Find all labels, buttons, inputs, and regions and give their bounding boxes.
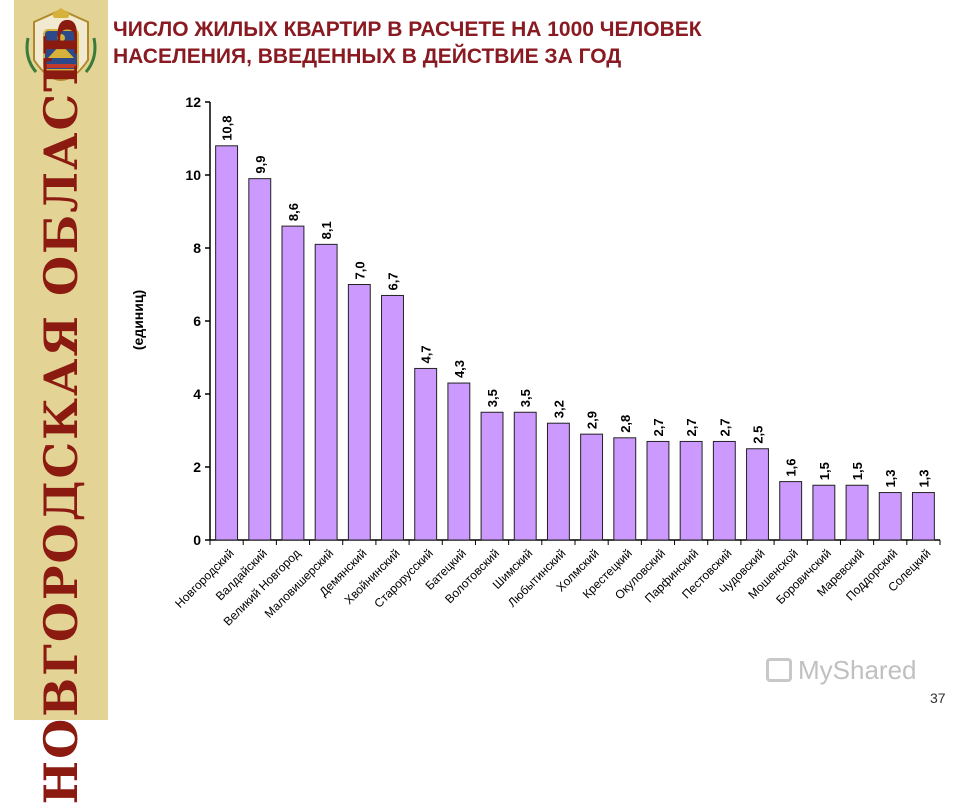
bar-value-label: 4,7 bbox=[419, 345, 434, 363]
watermark-logo-icon bbox=[766, 658, 792, 682]
bar-value-label: 3,5 bbox=[518, 389, 533, 407]
y-tick-label: 4 bbox=[193, 386, 201, 402]
value-labels: 10,8 9,9 8,6 8,1 7,0 6,7 4,7 4,3 3,5 3,5 3,2 2,9 2,8… bbox=[220, 115, 932, 487]
bar-value-label: 2,7 bbox=[717, 418, 732, 436]
y-tick-label: 8 bbox=[193, 240, 201, 256]
bar bbox=[746, 448, 769, 541]
bar-value-label: 2,8 bbox=[618, 415, 633, 433]
bar bbox=[281, 225, 305, 541]
bar bbox=[513, 411, 537, 541]
bar-value-label: 1,5 bbox=[850, 462, 865, 480]
bar bbox=[381, 294, 404, 541]
bar-value-label: 3,2 bbox=[551, 400, 566, 418]
bar bbox=[215, 145, 239, 541]
bar-value-label: 6,7 bbox=[386, 272, 401, 290]
region-sidebar bbox=[14, 0, 108, 720]
watermark-text: MyShared bbox=[798, 655, 917, 685]
bar bbox=[546, 422, 570, 541]
bar bbox=[480, 411, 504, 541]
bar bbox=[248, 178, 272, 541]
bar-value-label: 2,5 bbox=[751, 426, 766, 444]
bar-value-label: 1,5 bbox=[817, 462, 832, 480]
bar bbox=[779, 481, 803, 541]
y-tick-label: 0 bbox=[193, 532, 201, 548]
bar-value-label: 8,6 bbox=[286, 203, 301, 221]
bar-value-label: 7,0 bbox=[352, 261, 367, 279]
y-tick-label: 6 bbox=[193, 313, 201, 329]
y-tick-label: 2 bbox=[193, 459, 201, 475]
bar-value-label: 1,3 bbox=[916, 469, 931, 487]
bars bbox=[215, 145, 935, 541]
bar bbox=[679, 440, 703, 541]
bar-chart: 0 2 4 6 8 10 12 10,8 9,9 8,6 8,1 7,0 6,7 4,7 4,3 3,5 3,… bbox=[130, 94, 941, 629]
y-tick-label: 12 bbox=[185, 94, 201, 110]
page-number: 37 bbox=[930, 690, 946, 706]
bar-value-label: 9,9 bbox=[253, 156, 268, 174]
bar bbox=[447, 382, 471, 541]
title-line-1: ЧИСЛО ЖИЛЫХ КВАРТИР В РАСЧЕТЕ НА 1000 ЧЕ… bbox=[113, 18, 702, 41]
y-axis-label: (единиц) bbox=[130, 290, 146, 350]
bar bbox=[414, 367, 438, 541]
bar bbox=[712, 440, 736, 541]
bar-value-label: 8,1 bbox=[319, 221, 334, 239]
bar-value-label: 3,5 bbox=[485, 389, 500, 407]
bar-value-label: 2,7 bbox=[684, 418, 699, 436]
bar-value-label: 1,3 bbox=[883, 469, 898, 487]
bar bbox=[878, 492, 902, 541]
bar bbox=[347, 284, 371, 541]
bar bbox=[613, 437, 637, 541]
bar-value-label: 4,3 bbox=[452, 360, 467, 378]
bar bbox=[646, 440, 670, 541]
bar bbox=[911, 492, 935, 541]
slide-title: ЧИСЛО ЖИЛЫХ КВАРТИР В РАСЧЕТЕ НА 1000 ЧЕ… bbox=[113, 16, 813, 70]
watermark: MyShared bbox=[766, 655, 917, 686]
y-tick-label: 10 bbox=[185, 167, 201, 183]
title-line-2: НАСЕЛЕНИЯ, ВВЕДЕННЫХ В ДЕЙСТВИЕ ЗА ГОД bbox=[113, 45, 622, 68]
bar-value-label: 1,6 bbox=[784, 459, 799, 477]
bar bbox=[812, 484, 836, 541]
bar bbox=[314, 243, 338, 541]
bar-value-label: 10,8 bbox=[220, 115, 235, 140]
bar-value-label: 2,7 bbox=[651, 418, 666, 436]
bar-value-label: 2,9 bbox=[585, 411, 600, 429]
bar bbox=[845, 484, 869, 541]
bar bbox=[580, 433, 604, 541]
coat-of-arms-icon bbox=[25, 8, 97, 81]
